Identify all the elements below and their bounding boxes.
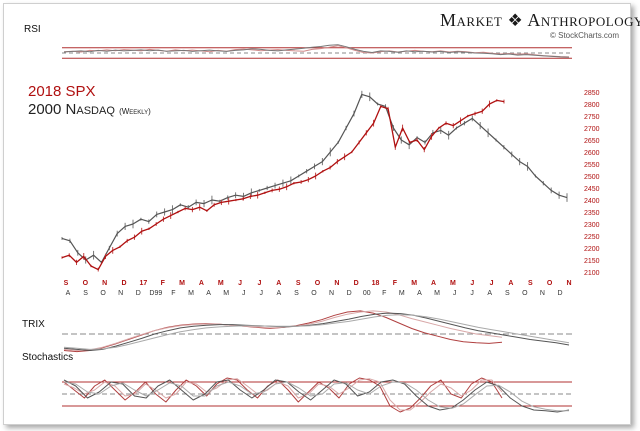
- x-tick-label-spx: F: [393, 280, 398, 287]
- spx-line: [61, 99, 505, 271]
- brand-name-right: Anthropology: [527, 10, 640, 30]
- trix-label: TRIX: [22, 319, 45, 330]
- chart-title-nasdaq: 2000 Nasdaq (Weekly): [28, 101, 151, 118]
- y-tick-label: 2850: [584, 90, 600, 97]
- nasdaq-line: [61, 93, 568, 263]
- x-tick-label-spx: M: [411, 280, 417, 287]
- x-tick-label-spx: A: [199, 280, 204, 287]
- x-tick-label-spx: J: [490, 280, 494, 287]
- x-tick-label-nasdaq: O: [100, 290, 106, 297]
- x-tick-label-spx: O: [315, 280, 321, 287]
- x-tick-label-spx: A: [276, 280, 281, 287]
- x-tick-label-spx: S: [64, 280, 69, 287]
- x-tick-label-nasdaq: 00: [363, 290, 371, 297]
- x-tick-label-nasdaq: J: [470, 290, 474, 297]
- x-tick-label-spx: M: [218, 280, 224, 287]
- dna-helix-icon: ❖: [507, 11, 524, 30]
- x-tick-label-nasdaq: A: [277, 290, 282, 297]
- chart-title-note: (Weekly): [119, 107, 151, 116]
- trix-line: [63, 312, 570, 351]
- y-tick-label: 2750: [584, 114, 600, 121]
- credit-text: © StockCharts.com: [550, 31, 620, 40]
- y-tick-label: 2100: [584, 270, 600, 277]
- y-tick-label: 2550: [584, 162, 600, 169]
- chart-frame: 2100 2150 2200 2250 2300 2350 2400 2450 2500 2550…: [3, 3, 640, 425]
- x-tick-label-spx: N: [334, 280, 339, 287]
- x-tick-label-nasdaq: M: [223, 290, 229, 297]
- x-tick-label-nasdaq: D99: [149, 290, 162, 297]
- x-tick-label-spx: 17: [139, 280, 147, 287]
- x-tick-label-nasdaq: M: [188, 290, 194, 297]
- x-tick-label-spx: J: [470, 280, 474, 287]
- chart-canvas: 2100 2150 2200 2250 2300 2350 2400 2450 2500 2550…: [61, 44, 600, 413]
- x-tick-label-nasdaq: D: [347, 290, 352, 297]
- x-tick-label-nasdaq: A: [206, 290, 211, 297]
- trix-line: [63, 314, 570, 350]
- x-tick-label-nasdaq: F: [171, 290, 175, 297]
- trix-line: [63, 310, 503, 351]
- y-tick-label: 2300: [584, 222, 600, 229]
- y-tick-label: 2650: [584, 138, 600, 145]
- trix-line: [63, 310, 503, 353]
- x-tick-label-spx: 18: [372, 280, 380, 287]
- x-tick-label-nasdaq: M: [399, 290, 405, 297]
- x-tick-label-nasdaq: J: [453, 290, 457, 297]
- x-tick-label-spx: A: [431, 280, 436, 287]
- x-tick-label-spx: J: [258, 280, 262, 287]
- y-tick-label: 2700: [584, 126, 600, 133]
- x-tick-label-spx: D: [122, 280, 127, 287]
- y-tick-label: 2400: [584, 198, 600, 205]
- x-tick-label-nasdaq: M: [434, 290, 440, 297]
- y-tick-label: 2250: [584, 234, 600, 241]
- x-tick-label-nasdaq: A: [66, 290, 71, 297]
- x-tick-label-spx: S: [528, 280, 533, 287]
- x-tick-label-nasdaq: J: [260, 290, 264, 297]
- x-tick-label-spx: A: [508, 280, 513, 287]
- chart-title-nasdaq-text: 2000 Nasdaq: [28, 101, 115, 118]
- x-tick-label-nasdaq: A: [417, 290, 422, 297]
- rsi-spx-line: [63, 45, 570, 58]
- x-tick-label-spx: F: [161, 280, 166, 287]
- x-tick-label-nasdaq: S: [83, 290, 88, 297]
- y-tick-label: 2200: [584, 246, 600, 253]
- stochastics-line: [63, 381, 569, 412]
- x-tick-label-nasdaq: S: [294, 290, 299, 297]
- x-tick-label-nasdaq: N: [329, 290, 334, 297]
- y-tick-label: 2350: [584, 210, 600, 217]
- x-tick-label-nasdaq: J: [242, 290, 246, 297]
- chart-title-spx: 2018 SPX: [28, 83, 96, 100]
- rsi-label: RSI: [24, 24, 41, 35]
- stochastics-line: [63, 378, 503, 411]
- x-tick-label-nasdaq: N: [118, 290, 123, 297]
- x-tick-label-spx: J: [238, 280, 242, 287]
- y-tick-label: 2600: [584, 150, 600, 157]
- x-tick-label-nasdaq: F: [382, 290, 386, 297]
- stochastics-label: Stochastics: [22, 352, 74, 363]
- y-tick-label: 2150: [584, 258, 600, 265]
- brand-name-left: Market: [440, 10, 503, 30]
- x-tick-label-spx: N: [566, 280, 571, 287]
- x-tick-label-nasdaq: D: [557, 290, 562, 297]
- y-tick-label: 2800: [584, 102, 600, 109]
- stochastics-line: [63, 377, 503, 413]
- x-tick-label-spx: N: [102, 280, 107, 287]
- brand-title: Market ❖ Anthropology: [440, 10, 640, 31]
- x-tick-label-nasdaq: O: [311, 290, 317, 297]
- rsi-nasdaq-line: [63, 44, 570, 58]
- y-tick-label: 2450: [584, 186, 600, 193]
- x-tick-label-nasdaq: D: [136, 290, 141, 297]
- x-tick-label-nasdaq: N: [540, 290, 545, 297]
- x-tick-label-nasdaq: A: [487, 290, 492, 297]
- x-tick-label-nasdaq: S: [505, 290, 510, 297]
- x-tick-label-spx: D: [354, 280, 359, 287]
- x-tick-label-spx: M: [450, 280, 456, 287]
- x-tick-label-spx: O: [83, 280, 89, 287]
- x-tick-label-spx: M: [179, 280, 185, 287]
- y-tick-label: 2500: [584, 174, 600, 181]
- x-tick-label-spx: O: [547, 280, 553, 287]
- x-tick-label-nasdaq: O: [522, 290, 528, 297]
- x-tick-label-spx: S: [296, 280, 301, 287]
